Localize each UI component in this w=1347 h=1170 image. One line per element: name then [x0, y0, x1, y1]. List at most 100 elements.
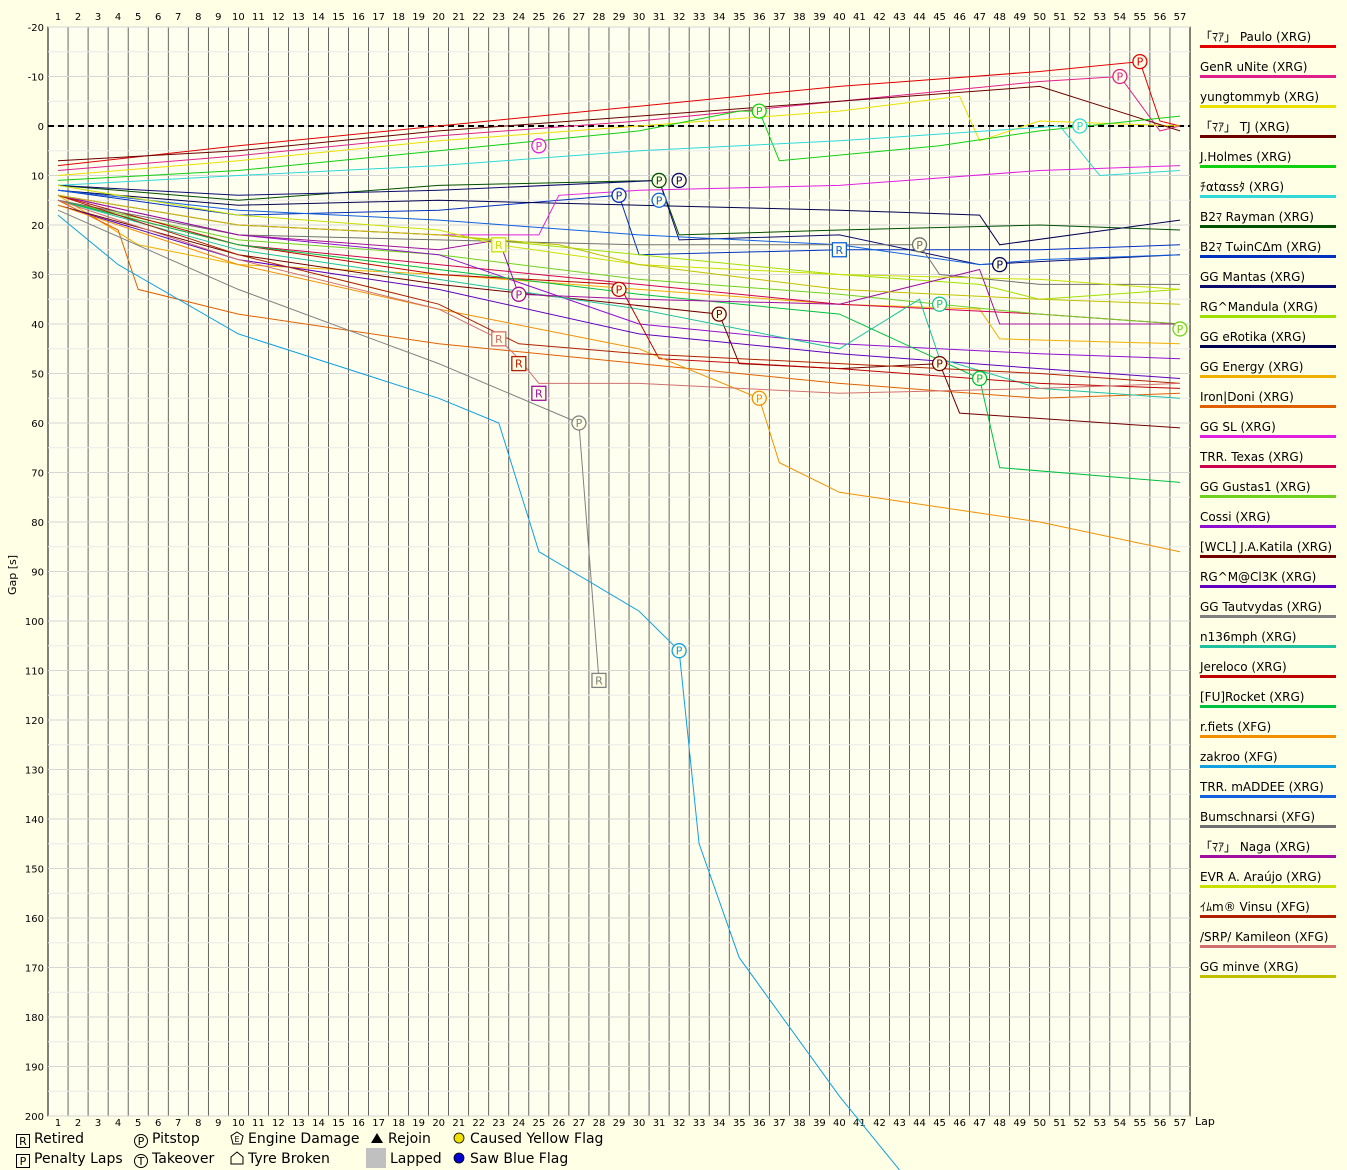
svg-text:R: R — [515, 358, 523, 371]
pitstop-marker: P — [611, 187, 627, 203]
x-tick-label-top: 2 — [75, 12, 81, 23]
x-tick-label-top: 35 — [733, 12, 746, 23]
svg-text:P: P — [936, 298, 943, 311]
x-tick-label-bottom: 5 — [135, 1118, 141, 1129]
pitstop-marker: P — [651, 172, 667, 189]
legend-swatch — [1200, 225, 1336, 228]
pitstop-icon: P — [134, 1134, 148, 1148]
penalty-laps-icon: P — [16, 1154, 30, 1168]
x-tick-label-bottom: 36 — [753, 1118, 766, 1129]
x-tick-label-top: 46 — [953, 12, 966, 23]
legend-swatch — [1200, 195, 1336, 198]
key-saw-blue: Saw Blue Flag — [452, 1150, 568, 1170]
series-line — [57, 189, 1181, 246]
legend-swatch — [1200, 315, 1336, 318]
pitstop-marker: P — [1072, 118, 1088, 134]
pitstop-marker: P — [1172, 321, 1188, 337]
svg-text:P: P — [536, 140, 543, 153]
series-line — [57, 214, 900, 1170]
legend-swatch — [1200, 705, 1336, 708]
legend-swatch — [1200, 795, 1336, 798]
x-tick-label-top: 37 — [773, 12, 786, 23]
x-tick-label-top: 45 — [933, 12, 946, 23]
x-axis-bottom-ticks: 1 2 3 4 5 6 7 8 9 10 11 12 13 14 15 16 17 18 19 20 21 22 23 24 2… — [55, 1118, 1187, 1129]
x-tick-label-top: 34 — [713, 12, 726, 23]
x-tick-label-bottom: 9 — [215, 1118, 221, 1129]
x-tick-label-bottom: 39 — [813, 1118, 826, 1129]
y-axis-ticks: -20 -10 0 10 20 30 40 50 60 70 80 90 100 110 120 130 140… — [25, 23, 44, 1123]
x-tick-label-top: 26 — [553, 12, 566, 23]
legend-swatch — [1200, 375, 1336, 378]
legend-item: Iron|Doni (XRG) — [1198, 388, 1340, 418]
legend-item: TRR. Texas (XRG) — [1198, 448, 1340, 478]
x-tick-label-bottom: 6 — [155, 1118, 161, 1129]
legend-swatch — [1200, 75, 1336, 78]
series-line — [57, 61, 1181, 167]
y-tick-label: 150 — [25, 865, 44, 876]
legend-label: ﾁαtαssﾀ (XRG) — [1200, 180, 1285, 194]
x-tick-label-top: 51 — [1053, 12, 1066, 23]
series-line — [57, 199, 1181, 399]
legend-label: zakroo (XFG) — [1200, 750, 1278, 764]
pitstop-marker: P — [711, 306, 727, 322]
legend-item: 「ﾏｱ」 TJ (XRG) — [1198, 118, 1340, 148]
series-line — [57, 179, 1181, 236]
series-lines — [57, 61, 1181, 1170]
x-tick-label-bottom: 40 — [833, 1118, 846, 1129]
svg-text:P: P — [676, 645, 683, 658]
legend-label: B2ﾏ TωinCΔm (XRG) — [1200, 240, 1322, 254]
pitstop-marker: P — [931, 355, 948, 372]
y-tick-label: 170 — [25, 964, 44, 975]
x-tick-label-top: 28 — [593, 12, 606, 23]
legend-item: [WCL] J.A.Katila (XRG) — [1198, 538, 1340, 568]
x-tick-label-bottom: 42 — [873, 1118, 886, 1129]
legend-item: GG Gustas1 (XRG) — [1198, 478, 1340, 508]
legend-item: B2ﾏ TωinCΔm (XRG) — [1198, 238, 1340, 268]
key-caused-yellow: Caused Yellow Flag — [452, 1130, 603, 1150]
marker-key: R Retired P Penalty Laps P Pitstop T Takeove… — [16, 1130, 666, 1170]
legend-swatch — [1200, 165, 1336, 168]
legend-swatch — [1200, 105, 1336, 108]
legend-label: [WCL] J.A.Katila (XRG) — [1200, 540, 1333, 554]
series-line — [57, 199, 1181, 325]
legend-swatch — [1200, 465, 1336, 468]
tyre-broken-icon — [230, 1151, 244, 1165]
chart-grid — [48, 26, 1190, 1117]
legend-swatch — [1200, 585, 1336, 588]
retired-marker: R — [591, 672, 607, 689]
y-tick-label: 20 — [31, 221, 44, 232]
key-tyre-broken-label: Tyre Broken — [248, 1151, 330, 1167]
pitstop-marker: P — [511, 286, 527, 302]
legend-label: Iron|Doni (XRG) — [1200, 390, 1294, 404]
x-tick-label-top: 54 — [1114, 12, 1127, 23]
legend-label: GG Energy (XRG) — [1200, 360, 1304, 374]
pitstop-marker: P — [671, 643, 687, 659]
legend-swatch — [1200, 255, 1336, 258]
x-tick-label-bottom: 27 — [573, 1118, 586, 1129]
x-tick-label-bottom: 37 — [773, 1118, 786, 1129]
x-tick-label-top: 33 — [693, 12, 706, 23]
x-tick-label-top: 7 — [175, 12, 181, 23]
legend-label: n136mph (XRG) — [1200, 630, 1297, 644]
y-tick-label: 80 — [31, 518, 44, 529]
y-tick-label: 110 — [25, 667, 44, 678]
x-tick-label-bottom: 33 — [693, 1118, 706, 1129]
y-tick-label: -20 — [28, 23, 44, 34]
svg-text:P: P — [976, 372, 983, 385]
legend-item: n136mph (XRG) — [1198, 628, 1340, 658]
legend-swatch — [1200, 825, 1336, 828]
x-tick-label-top: 56 — [1154, 12, 1167, 23]
x-tick-label-top: 21 — [452, 12, 465, 23]
x-tick-label-bottom: 1 — [55, 1118, 61, 1129]
legend-item: EVR A. Araújo (XRG) — [1198, 868, 1340, 898]
engine-damage-icon: E — [230, 1131, 244, 1145]
pitstop-marker: P — [911, 237, 928, 253]
legend-item: ｲﾑm® Vinsu (XFG) — [1198, 898, 1340, 928]
y-tick-label: 130 — [25, 766, 44, 777]
key-retired: R Retired — [16, 1130, 84, 1150]
series-line — [57, 194, 1181, 305]
x-tick-label-top: 10 — [232, 12, 245, 23]
svg-text:R: R — [495, 333, 503, 346]
legend-swatch — [1200, 405, 1336, 408]
